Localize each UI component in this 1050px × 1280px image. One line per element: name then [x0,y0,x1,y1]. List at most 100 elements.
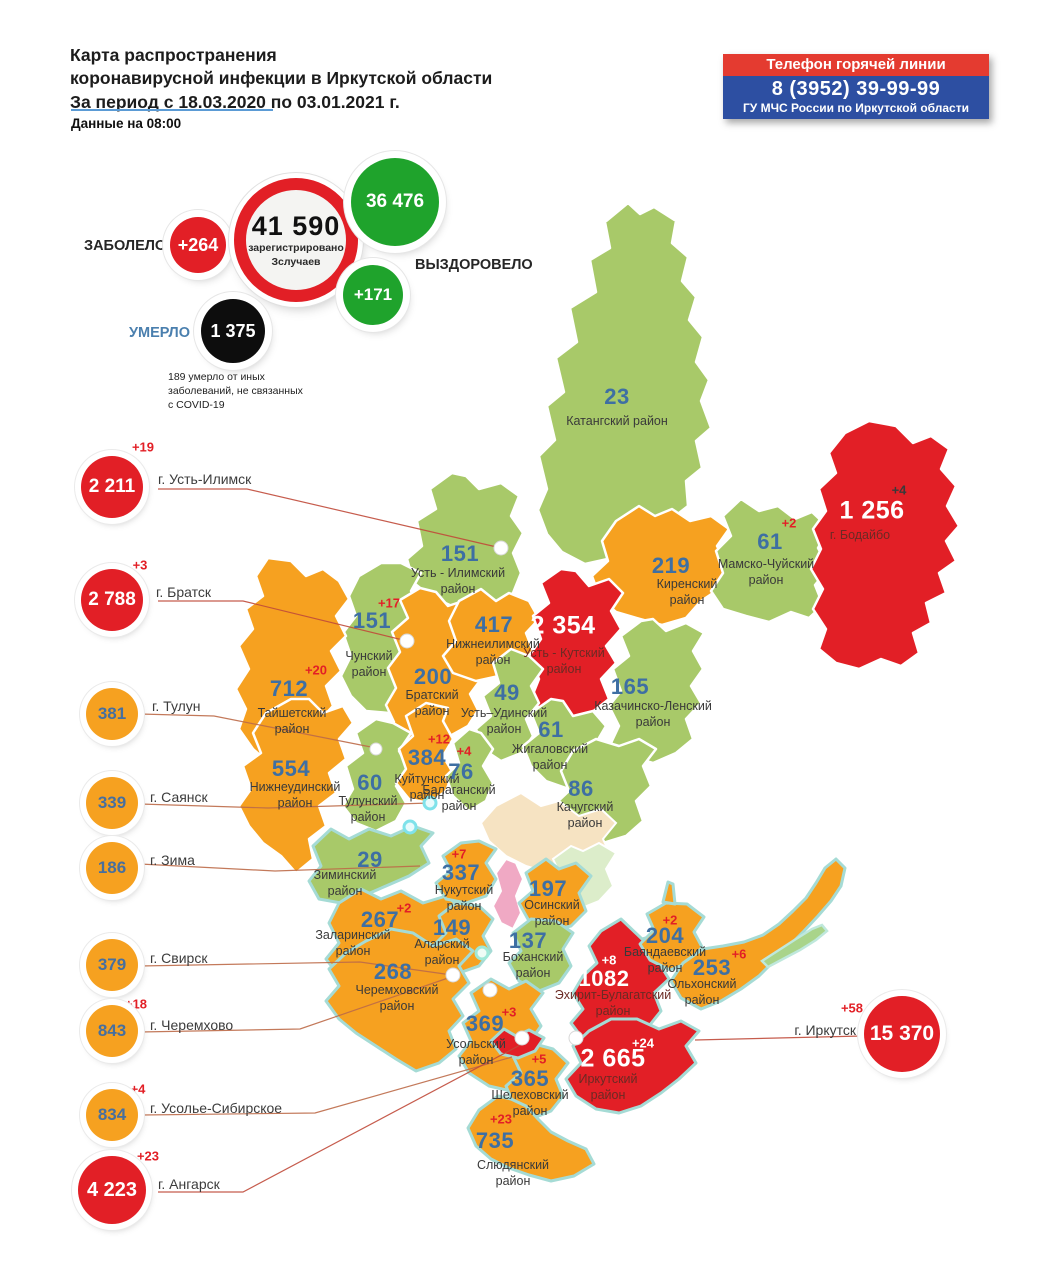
district-delta-chunsky: +17 [377,595,401,611]
district-name-bratsky: Братский район [405,687,459,718]
hotline-title: Телефон горячей линии [723,54,989,76]
district-shape-ust-kutsky [527,567,625,725]
title-underline [71,109,273,111]
district-delta-slyudyansky: +23 [489,1111,513,1127]
city-name-svirsk: г. Свирск [150,950,208,966]
page-title: Карта распространения коронавирусной инф… [70,44,492,114]
district-delta-usolsky: +3 [501,1004,517,1020]
city-delta-bratsk: +3 [132,557,148,573]
city-name-irkutsk: г. Иркутск [794,1022,856,1038]
city-dot-irkutsk [568,1030,584,1046]
died-footnote: 189 умерло от иных заболеваний, не связа… [168,371,303,412]
district-name-slyudyansky: Слюдянский район [476,1157,550,1188]
city-dot-sayansk [422,795,438,811]
district-name-chunsky: Чунский район [345,648,393,679]
district-name-bokhansky: Боханский район [502,949,564,980]
district-name-ziminsky: Зиминский район [313,867,377,898]
city-delta-ust-ilimsk: +19 [131,439,155,455]
district-value-tulunsky: 60 [357,770,383,795]
district-name-ekhirit: Эхирит-Булагатский район [554,987,672,1018]
district-shape-cheremkhovsky [324,927,475,1073]
leader-ust-ilimsk [158,488,502,549]
district-name-irkutsky: Иркутский район [578,1071,638,1102]
district-value-olkhonsky: 253 [692,955,732,980]
district-name-bodaibo: г. Бодайбо [829,527,891,542]
leader-sayansk [139,802,431,809]
city-bubble-usolye: 834 [86,1089,138,1141]
district-value-slyudyansky: 735 [475,1128,515,1153]
district-name-ust-kutsky: Усть - Кутский район [523,645,605,676]
district-shape-kazachinsko-lensky [607,617,706,765]
city-bubble-svirsk: 379 [86,939,138,991]
district-name-tulunsky: Тулунский район [338,793,398,824]
hotline-body: 8 (3952) 39-99-99 ГУ МЧС России по Иркут… [723,76,989,119]
city-bubble-zima: 186 [86,842,138,894]
district-name-kazachinsky: Казачинско-Ленский район [594,698,712,729]
district-value-chunsky: 151 [352,608,392,633]
district-name-kachugsky: Качугский район [556,799,614,830]
district-name-alarsky: Аларский район [414,936,470,967]
leader-svirsk [139,961,453,976]
district-name-zalarinsky: Заларинский район [315,927,391,958]
district-delta-bodaibo: +4 [891,482,907,498]
leader-cheremkhovo [139,976,452,1033]
city-delta-usolye: +4 [130,1081,146,1097]
district-value-cheremkhovsky: 268 [373,959,413,984]
district-name-nizhneilimsky: Нижнеилимский район [446,636,540,667]
district-name-balagansky: Балаганский район [422,782,496,813]
city-delta-cheremkhovo: +18 [124,996,148,1012]
district-name-olkhonsky: Ольхонский район [667,976,737,1007]
district-delta-shelekhovsky: +5 [531,1051,547,1067]
district-shape-osinsky [517,857,593,933]
district-shape-bayandaevsky-stem [661,880,677,906]
district-name-osinsky: Осинский район [524,897,580,928]
district-value-usolsky: 369 [465,1011,505,1036]
district-shape-nukutsky [434,839,498,905]
pale-patch-pink [491,857,525,931]
city-dot-angarsk [514,1030,530,1046]
district-shape-balagansky [444,727,495,813]
data-as-of-label: Данные на 08:00 [71,116,182,131]
recovered-bubble: 36 476 [351,158,439,246]
district-value-bokhansky: 137 [508,928,548,953]
total-value: 41 590 [251,210,341,241]
district-shape-olkhonsky [669,857,847,1011]
district-value-zalarinsky: 267 [360,907,400,932]
city-bubble-sayansk: 339 [86,777,138,829]
city-name-zima: г. Зима [150,852,195,868]
city-dot-tulun [369,742,383,756]
district-name-mamsko: Мамско-Чуйский район [717,556,815,587]
hotline-org: ГУ МЧС России по Иркутской области [743,101,969,115]
district-name-nizhneudinsky: Нижнеудинский район [249,779,341,810]
district-name-bayandaevsky: Баяндаевский район [623,944,707,975]
district-value-nizhneudinsky: 554 [271,756,311,781]
city-bubble-tulun: 381 [86,688,138,740]
hotline-phone: 8 (3952) 39-99-99 [771,78,941,100]
city-name-cheremkhovo: г. Черемхово [150,1017,234,1033]
total-sub1: зарегистрировано [248,241,344,254]
sick-label: ЗАБОЛЕЛО [84,238,167,254]
district-delta-nukutsky: +7 [451,846,467,862]
hotline-box: Телефон горячей линии 8 (3952) 39-99-99 … [723,54,989,119]
district-delta-ekhirit: +8 [601,952,617,968]
city-dot-svirsk [474,945,490,961]
district-shape-ziminsky [307,824,435,905]
recovered-label: ВЫЗДОРОВЕЛО [415,257,533,273]
olkhon-island-strip [760,923,829,969]
city-bubble-ust-ilimsk: 2 211 [81,456,143,518]
city-delta-irkutsk: +58 [840,1000,864,1016]
leader-usolye [141,1056,513,1116]
district-value-alarsky: 149 [432,915,472,940]
district-name-usolsky: Усольский район [446,1036,506,1067]
district-value-osinsky: 197 [528,876,568,901]
district-name-shelekhovsky: Шелеховский район [491,1087,569,1118]
district-shape-bodaibinsky [809,419,961,671]
district-shape-irkutsky [564,1017,701,1115]
district-delta-zalarinsky: +2 [396,900,412,916]
leader-irkutsk [694,1035,863,1041]
district-value-zhigalovsky: 61 [538,717,564,742]
district-value-ust-ilimsky: 151 [440,541,480,566]
died-bubble: 1 375 [201,299,265,363]
district-value-bratsky: 200 [413,664,453,689]
